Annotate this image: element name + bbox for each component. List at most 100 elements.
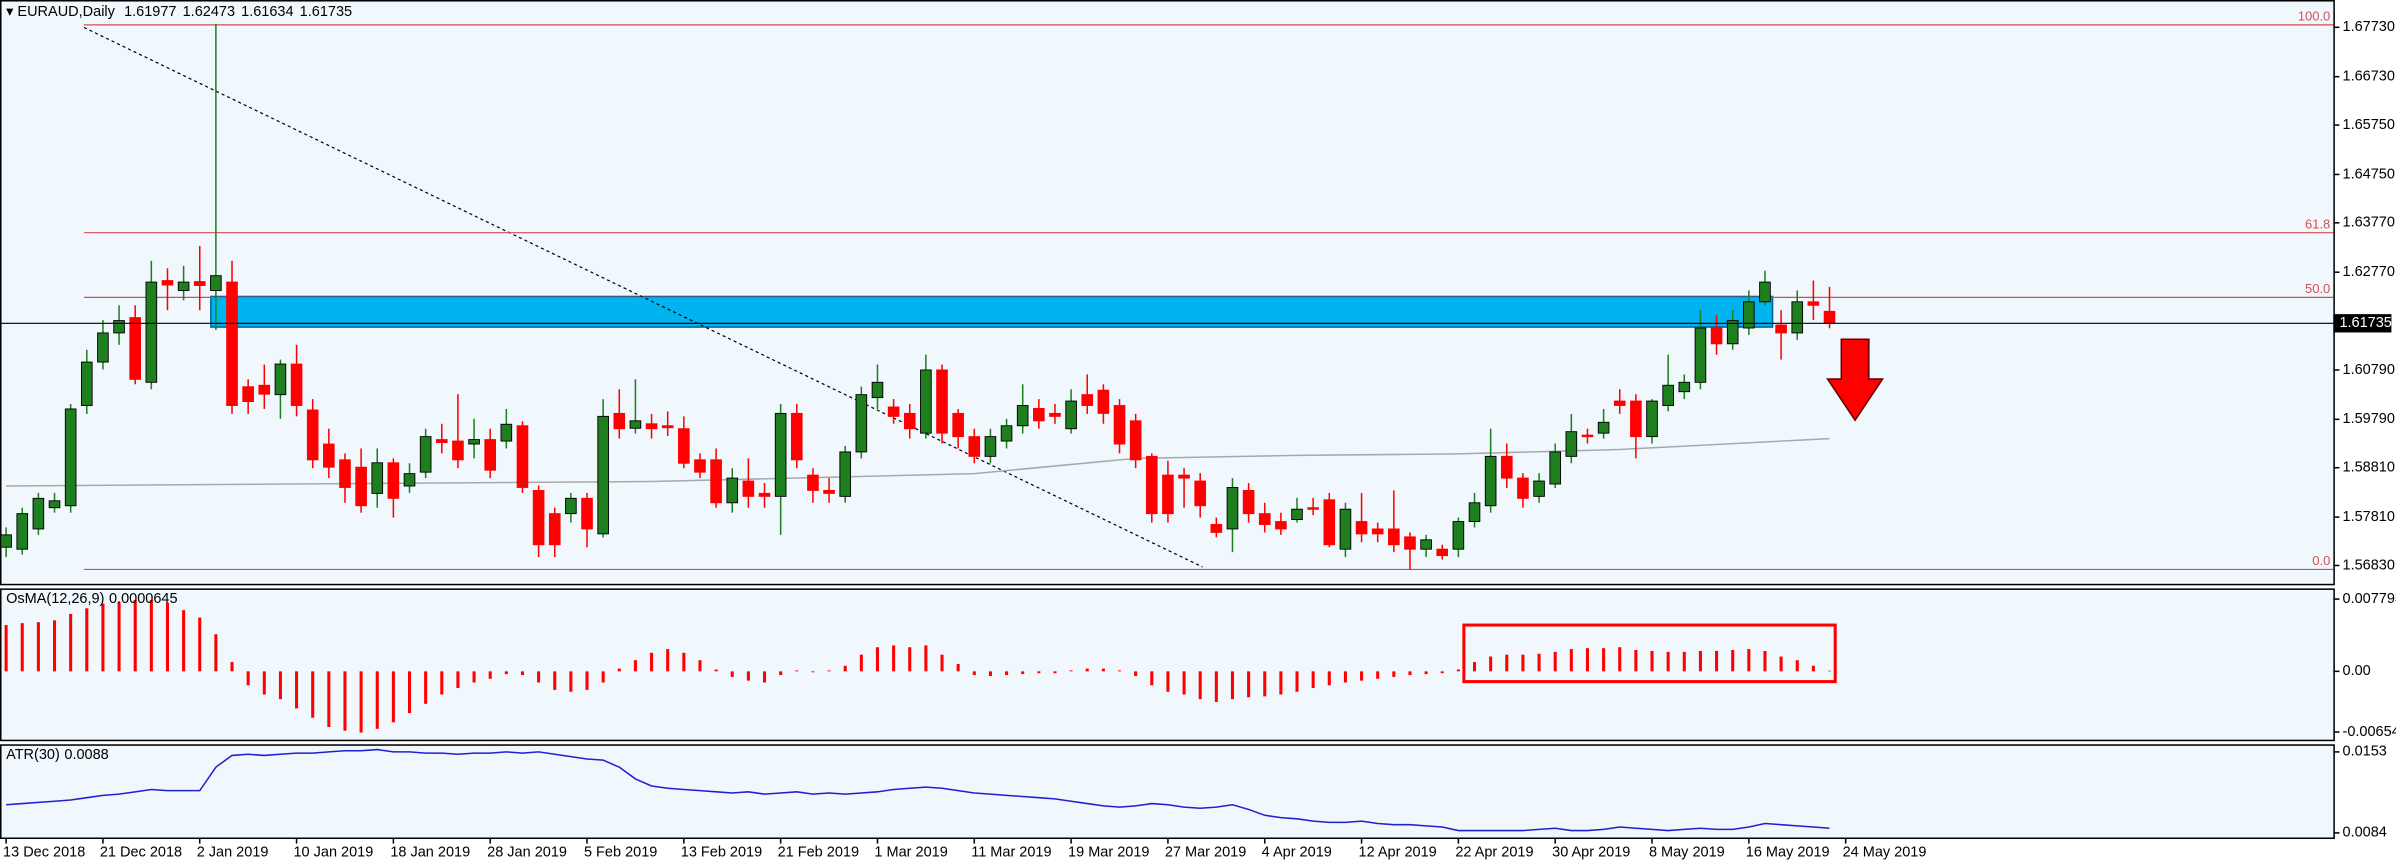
x-tick-label: 30 Apr 2019	[1552, 845, 1630, 861]
candle-body	[1323, 499, 1336, 546]
current-price-label: 1.61735	[2339, 315, 2391, 331]
down-arrow	[1826, 338, 1884, 422]
fib-label: 50.0	[2305, 281, 2330, 296]
candle-body	[242, 386, 254, 403]
candle-body	[80, 361, 93, 406]
marks: 1.67730 1.66730 1.65750 1.64750 1.63770 1.627…	[0, 9, 2396, 861]
candle-body	[1759, 281, 1771, 303]
candle-body	[952, 412, 964, 438]
candle-body	[839, 451, 852, 497]
candle-body	[1275, 521, 1287, 530]
x-tick-label: 13 Dec 2018	[3, 845, 85, 861]
candle-body	[48, 500, 61, 509]
candle-body	[823, 489, 835, 494]
candle-body	[16, 513, 29, 550]
fib-label: 61.8	[2305, 216, 2330, 231]
x-tick-label: 4 Apr 2019	[1262, 845, 1332, 861]
trend-line	[83, 26, 1203, 568]
candle-body	[1807, 301, 1820, 306]
x-tick-label: 8 May 2019	[1649, 845, 1725, 861]
chart-title: EURAUD,Daily	[17, 4, 115, 20]
candle-body	[1452, 521, 1465, 550]
candle-body	[1517, 477, 1529, 499]
candle-body	[790, 412, 803, 461]
candle-body	[1049, 412, 1061, 417]
candle-body	[1500, 455, 1513, 479]
candle-body	[1194, 480, 1207, 507]
candle-body	[32, 497, 45, 530]
candle-body	[1388, 528, 1400, 546]
moving-average	[6, 437, 1830, 487]
candle-body	[1371, 528, 1384, 535]
y-tick-label: 1.56830	[2343, 557, 2395, 573]
y-tick-label: 0.0084	[2343, 825, 2387, 841]
candle-body	[1178, 474, 1190, 479]
candle-body	[1420, 539, 1432, 550]
candle-body	[1210, 524, 1223, 533]
x-tick-label: 10 Jan 2019	[294, 845, 374, 861]
candle-body	[1646, 400, 1658, 438]
candle-body	[661, 425, 674, 429]
x-tick-label: 21 Dec 2018	[100, 845, 182, 861]
y-tick-label: 1.66730	[2343, 68, 2395, 84]
candle-body	[1339, 508, 1352, 550]
y-tick-label: 1.65750	[2343, 117, 2395, 133]
candle-body	[1162, 474, 1174, 515]
x-tick-label: 5 Feb 2019	[584, 845, 657, 861]
candle-body	[226, 281, 238, 406]
x-tick-label: 1 Mar 2019	[874, 845, 947, 861]
candle-body	[193, 281, 206, 286]
candle-body	[565, 497, 577, 515]
candle-body	[1630, 400, 1642, 438]
candle-body	[1065, 400, 1077, 430]
candle-body	[581, 497, 593, 530]
candle-body	[645, 423, 658, 430]
highlight-box	[1462, 623, 1837, 684]
x-tick-label: 28 Jan 2019	[487, 845, 567, 861]
candle-body	[274, 363, 287, 396]
candle-body	[1242, 489, 1255, 515]
osma-title: OsMA(12,26,9)	[6, 591, 104, 607]
candle-body	[1533, 480, 1545, 497]
fib-label: 0.0	[2312, 553, 2330, 568]
candle-body	[726, 477, 739, 504]
atr-pane	[0, 744, 2335, 840]
candle-body	[984, 436, 997, 457]
candle-body	[145, 281, 158, 383]
candle-body	[871, 381, 884, 399]
candle-body	[1791, 301, 1804, 334]
candle-body	[742, 480, 755, 497]
candle-body	[758, 492, 771, 497]
candle-body	[1581, 434, 1594, 438]
x-tick-label: 27 Mar 2019	[1165, 845, 1246, 861]
candle-body	[258, 384, 271, 395]
current-price-box	[2333, 314, 2392, 333]
candle-body	[516, 425, 529, 488]
atr-current: 0.0088	[64, 747, 108, 763]
candle-body	[1484, 455, 1497, 507]
candle-body	[64, 408, 77, 507]
candle-body	[1597, 421, 1610, 434]
candle-body	[0, 534, 12, 548]
y-tick-label: 1.58810	[2343, 460, 2395, 476]
atr-line	[6, 748, 1830, 832]
candle-body	[1226, 487, 1239, 530]
x-tick-label: 21 Feb 2019	[778, 845, 859, 861]
y-tick-label: 1.67730	[2343, 19, 2395, 35]
candle-body	[1145, 455, 1158, 515]
candle-body	[1565, 431, 1578, 457]
x-tick-label: 12 Apr 2019	[1359, 845, 1437, 861]
x-tick-label: 16 May 2019	[1746, 845, 1830, 861]
candle-body	[306, 409, 319, 461]
chart-header: ▾ EURAUD,Daily 1.61977 1.62473 1.61634 1.617…	[6, 4, 352, 20]
candle-body	[1694, 327, 1707, 383]
candle-body	[500, 423, 513, 442]
x-tick-label: 2 Jan 2019	[197, 845, 269, 861]
x-tick-label: 18 Jan 2019	[390, 845, 470, 861]
candle-body	[1307, 507, 1319, 510]
candle-body	[339, 459, 351, 488]
candle-body	[1823, 310, 1836, 324]
candle-body	[597, 415, 609, 535]
